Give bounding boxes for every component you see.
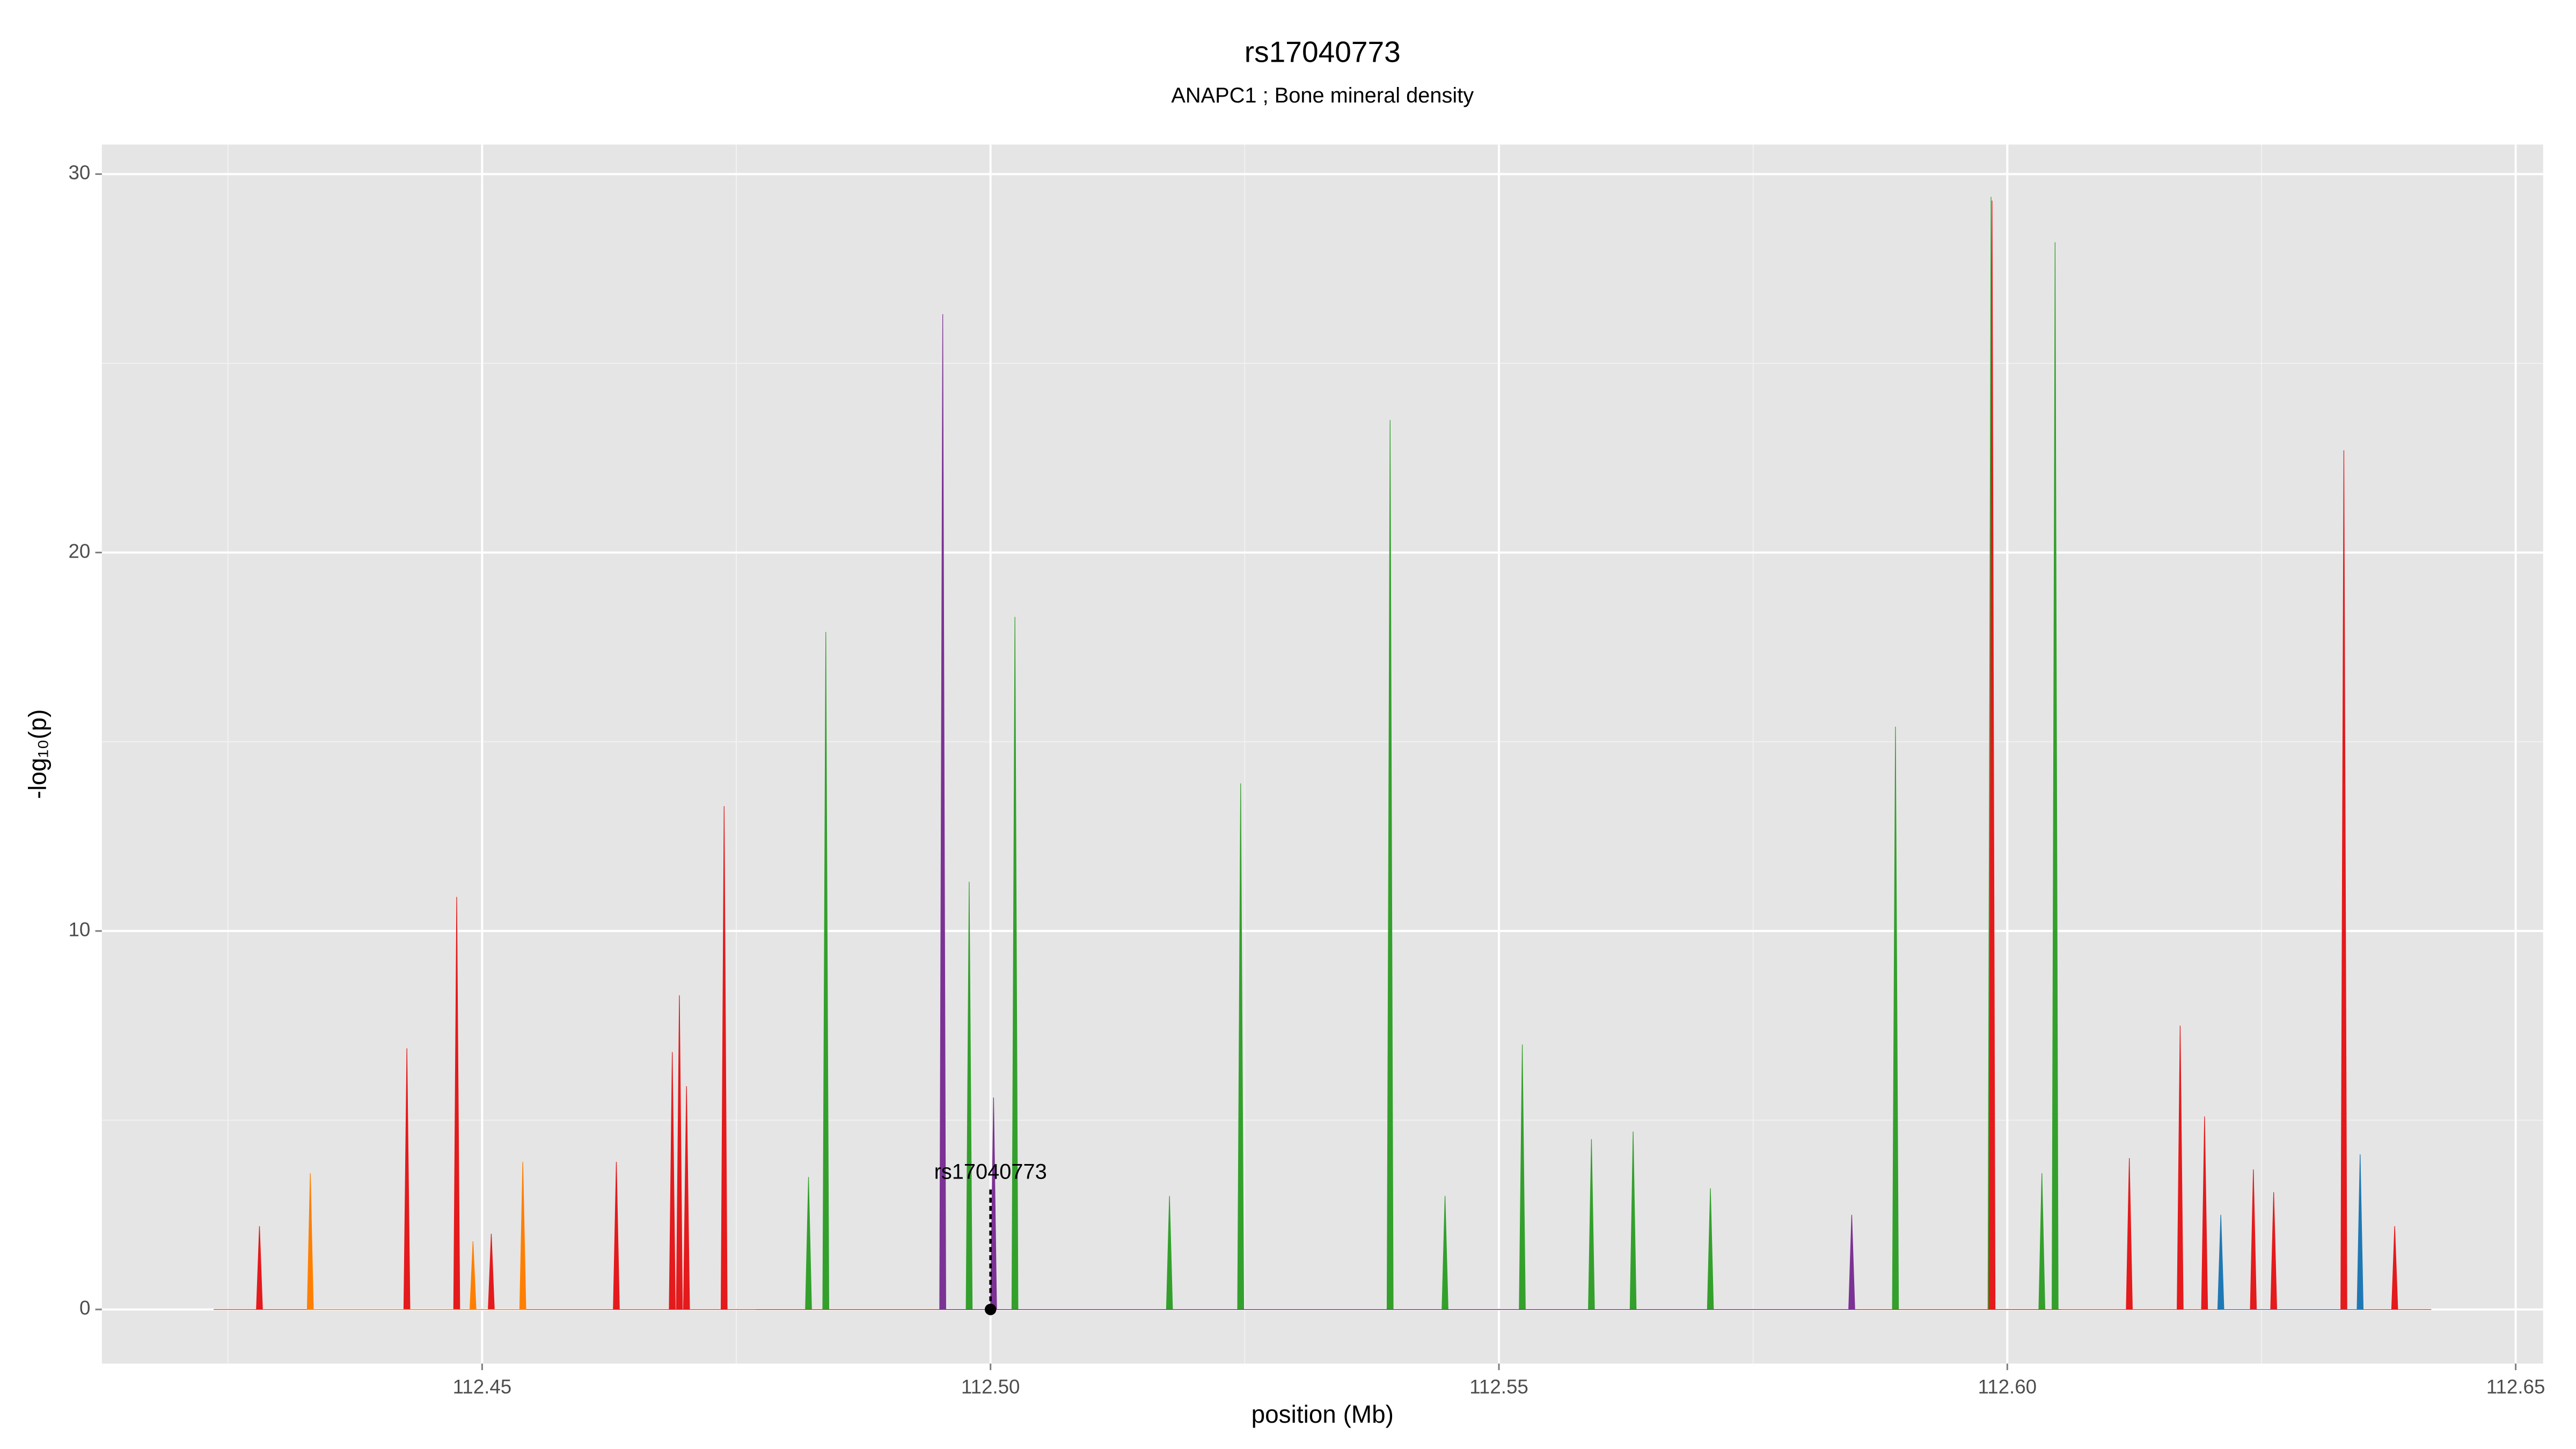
plot-panel: [101, 144, 2543, 1364]
chart-subtitle: ANAPC1 ; Bone mineral density: [1171, 84, 1474, 107]
y-tick-label: 30: [69, 162, 91, 184]
y-tick-label: 0: [79, 1297, 90, 1319]
area: [2217, 1154, 2364, 1310]
y-axis-title: -log₁₀(p): [24, 709, 52, 799]
x-tick-label: 112.60: [1978, 1375, 2037, 1397]
x-tick-label: 112.65: [2486, 1375, 2545, 1397]
area: [306, 1161, 526, 1310]
area: [939, 314, 1855, 1310]
x-tick-label: 112.50: [961, 1375, 1020, 1397]
x-axis-title: position (Mb): [1252, 1400, 1394, 1428]
area: [214, 200, 2432, 1310]
annotation: rs17040773: [934, 1160, 1047, 1184]
chart-title: rs17040773: [1245, 35, 1401, 69]
x-tick-label: 112.55: [1469, 1375, 1528, 1397]
x-tick-label: 112.45: [453, 1375, 512, 1397]
highlight-point: [984, 1304, 997, 1315]
marks: [214, 196, 2432, 1315]
y-tick-label: 10: [69, 918, 91, 940]
y-tick-label: 20: [69, 540, 91, 562]
